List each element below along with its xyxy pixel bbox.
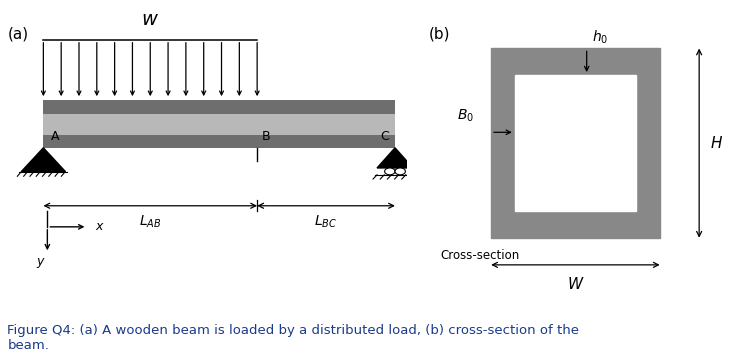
Text: (a): (a) <box>7 27 29 42</box>
Text: $x$: $x$ <box>95 220 105 233</box>
Text: Figure Q4: (a) A wooden beam is loaded by a distributed load, (b) cross-section : Figure Q4: (a) A wooden beam is loaded b… <box>7 324 579 352</box>
Circle shape <box>395 168 406 175</box>
Text: A: A <box>51 130 60 142</box>
Text: B: B <box>262 130 271 142</box>
Text: (b): (b) <box>429 27 451 42</box>
Text: $y$: $y$ <box>36 256 47 270</box>
Bar <box>515 75 636 211</box>
Text: $B_0$: $B_0$ <box>457 108 474 124</box>
Text: C: C <box>380 130 389 142</box>
Bar <box>44 100 395 114</box>
Text: $L_{BC}$: $L_{BC}$ <box>314 214 337 230</box>
Polygon shape <box>377 148 413 168</box>
Polygon shape <box>21 148 65 172</box>
Text: Cross-section: Cross-section <box>440 248 519 262</box>
Text: $H$: $H$ <box>710 135 724 151</box>
Text: $W$: $W$ <box>567 276 584 292</box>
Text: $w$: $w$ <box>141 11 159 29</box>
Bar <box>44 135 395 148</box>
Circle shape <box>385 168 395 175</box>
Text: $h_0$: $h_0$ <box>592 28 608 46</box>
Text: $L_{AB}$: $L_{AB}$ <box>139 214 161 230</box>
Bar <box>491 48 660 238</box>
Bar <box>44 114 395 135</box>
